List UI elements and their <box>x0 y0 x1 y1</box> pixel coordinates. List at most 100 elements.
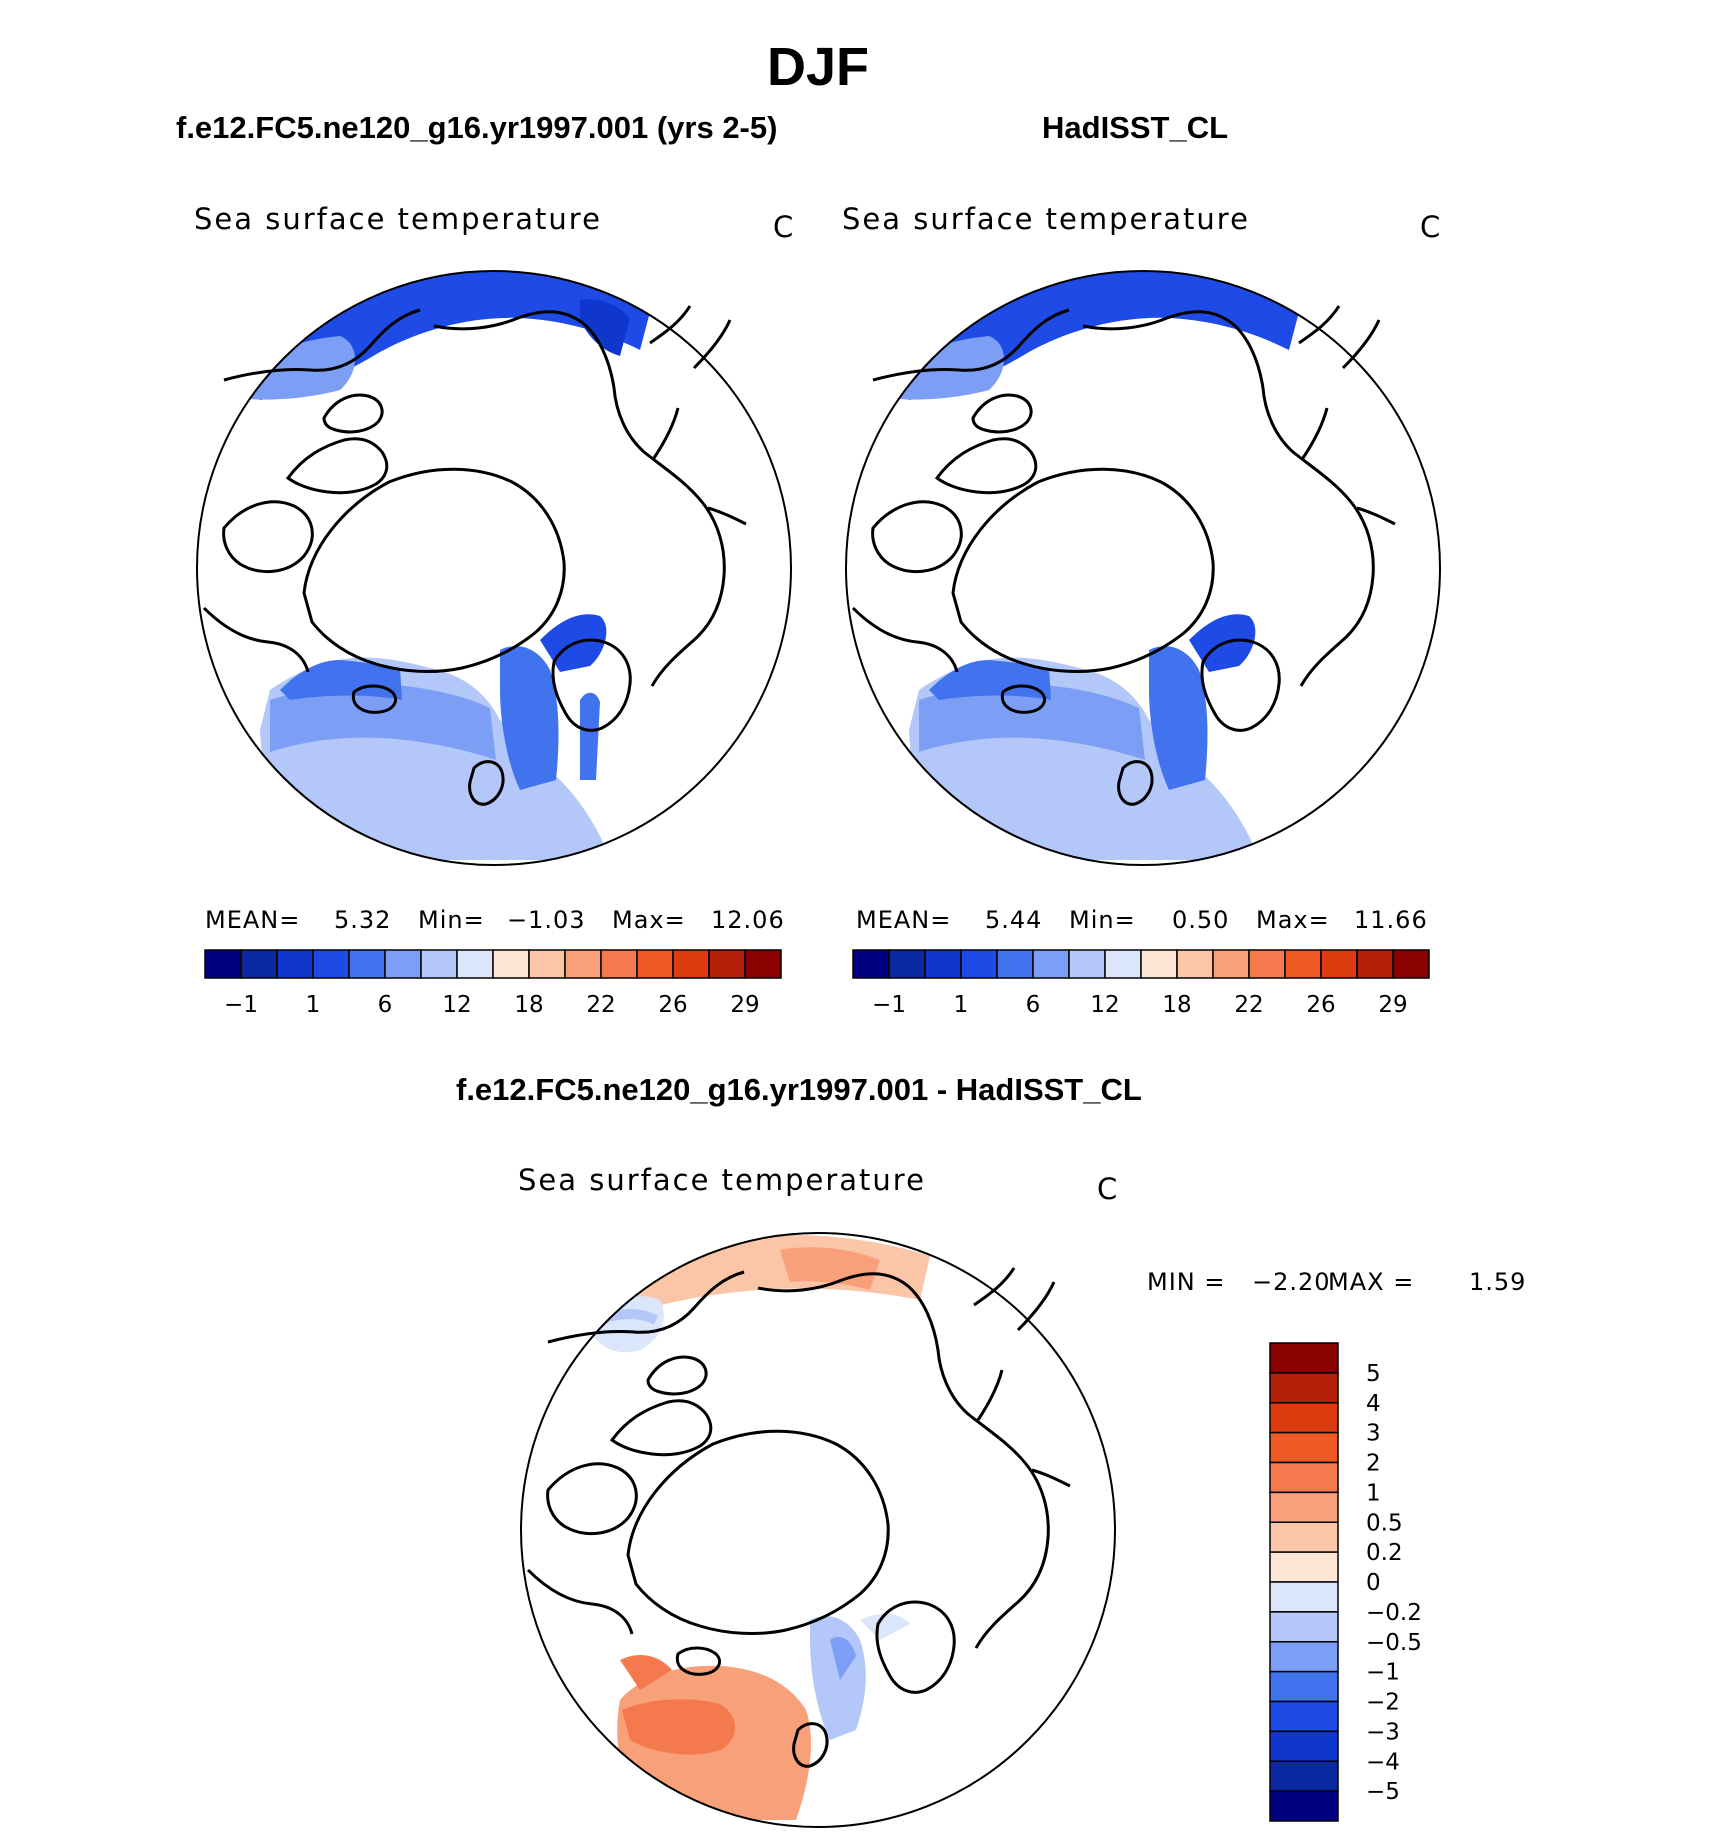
colorbar-swatch <box>672 949 710 979</box>
colorbar-tick-label: 12 <box>1090 992 1119 1018</box>
colorbar-swatch <box>1032 949 1070 979</box>
panel3-max-label: MAX = <box>1328 1268 1415 1296</box>
colorbar-tick-label: −1 <box>224 992 258 1018</box>
colorbar-swatch <box>1212 949 1250 979</box>
colorbar-swatch <box>1392 949 1430 979</box>
colorbar-swatch <box>1269 1521 1339 1553</box>
season-title: DJF <box>766 37 870 97</box>
colorbar-tick-label: −4 <box>1366 1749 1400 1775</box>
colorbar-tick-label: −5 <box>1366 1779 1400 1805</box>
colorbar-swatch <box>1269 1760 1339 1792</box>
colorbar-swatch <box>1269 1431 1339 1464</box>
panel2-map <box>845 270 1441 866</box>
colorbar-swatch <box>1248 949 1286 979</box>
colorbar-tick-label: 0.2 <box>1366 1540 1403 1566</box>
colorbar-tick-label: 3 <box>1366 1421 1381 1447</box>
colorbar-swatch <box>1320 949 1358 979</box>
colorbar-tick-label: 1 <box>306 992 321 1018</box>
panel3-units-label: C <box>1097 1172 1120 1206</box>
panel1-mean-label: MEAN= <box>205 906 301 934</box>
colorbar-tick-label: 22 <box>586 992 615 1018</box>
colorbar-tick-label: 0.5 <box>1366 1510 1403 1536</box>
colorbar-tick-label: 1 <box>954 992 969 1018</box>
colorbar-swatch <box>1269 1342 1339 1374</box>
colorbar-swatch <box>420 949 458 979</box>
colorbar-tick-label: −2 <box>1366 1690 1400 1716</box>
panel1-case-title: f.e12.FC5.ne120_g16.yr1997.001 (yrs 2-5) <box>176 110 778 145</box>
panel2-min-label: Min= <box>1069 906 1136 934</box>
panel2-mean-value: 5.44 <box>985 906 1043 934</box>
panel2-mean-label: MEAN= <box>856 906 952 934</box>
colorbar-swatch <box>1269 1581 1339 1613</box>
panel1-max-label: Max= <box>612 906 686 934</box>
colorbar-swatch <box>1140 949 1178 979</box>
colorbar-swatch <box>1356 949 1394 979</box>
colorbar-swatch <box>1269 1491 1339 1523</box>
colorbar-tick-label: −0.2 <box>1366 1600 1422 1626</box>
colorbar-swatch <box>888 949 926 979</box>
colorbar-swatch <box>1269 1402 1339 1434</box>
panel1-min-label: Min= <box>418 906 485 934</box>
colorbar-swatch <box>1068 949 1106 979</box>
colorbar-tick-label: 5 <box>1366 1361 1381 1387</box>
panel3-case-title: f.e12.FC5.ne120_g16.yr1997.001 - HadISST… <box>456 1072 1142 1107</box>
colorbar-tick-label: −3 <box>1366 1719 1400 1745</box>
colorbar-tick-label: 2 <box>1366 1451 1381 1477</box>
panel2-max-value: 11.66 <box>1354 906 1428 934</box>
colorbar-tick-label: 12 <box>442 992 471 1018</box>
colorbar-tick-label: 29 <box>1378 992 1407 1018</box>
colorbar-tick-label: 6 <box>1026 992 1041 1018</box>
panel3-max-value: 1.59 <box>1469 1268 1527 1296</box>
colorbar-swatch <box>1269 1611 1339 1643</box>
colorbar-tick-label: 26 <box>1306 992 1335 1018</box>
colorbar-swatch <box>708 949 746 979</box>
colorbar-swatch <box>1269 1700 1339 1733</box>
colorbar-swatch <box>456 949 494 979</box>
colorbar-swatch <box>1104 949 1142 979</box>
colorbar-swatch <box>384 949 422 979</box>
colorbar-swatch <box>1269 1670 1339 1703</box>
panel1-colorbar: −1 1 6 12 18 22 26 29 <box>204 949 782 1018</box>
colorbar-swatch <box>1269 1641 1339 1673</box>
panel2-case-title: HadISST_CL <box>1042 110 1229 145</box>
colorbar-swatch <box>996 949 1034 979</box>
panel2-variable-label: Sea surface temperature <box>842 202 1250 236</box>
colorbar-swatch <box>276 949 314 979</box>
colorbar-tick-label: 4 <box>1366 1391 1381 1417</box>
colorbar-swatch <box>924 949 962 979</box>
colorbar-tick-label: 6 <box>378 992 393 1018</box>
panel2-units-label: C <box>1420 210 1443 244</box>
colorbar-swatch <box>744 949 782 979</box>
colorbar-tick-label: 1 <box>1366 1480 1381 1506</box>
panel3-min-label: MIN = <box>1147 1268 1226 1296</box>
colorbar-tick-label: 22 <box>1234 992 1263 1018</box>
colorbar-swatch <box>1284 949 1322 979</box>
panel1-units-label: C <box>773 210 796 244</box>
panel1-min-value: −1.03 <box>507 906 586 934</box>
colorbar-swatch <box>1176 949 1214 979</box>
colorbar-swatch <box>348 949 386 979</box>
colorbar-tick-label: 29 <box>730 992 759 1018</box>
colorbar-tick-label: 26 <box>658 992 687 1018</box>
colorbar-tick-label: −0.5 <box>1366 1630 1422 1656</box>
panel1-max-value: 12.06 <box>711 906 785 934</box>
panel3-map <box>520 1232 1116 1828</box>
colorbar-tick-label: 18 <box>1162 992 1191 1018</box>
panel3-min-value: −2.20 <box>1252 1268 1331 1296</box>
colorbar-tick-label: 18 <box>514 992 543 1018</box>
colorbar-tick-label: −1 <box>872 992 906 1018</box>
colorbar-swatch <box>564 949 602 979</box>
panel1-map <box>196 270 792 866</box>
panel2-colorbar: −1 1 6 12 18 22 26 29 <box>852 949 1430 1018</box>
colorbar-swatch <box>492 949 530 979</box>
colorbar-swatch <box>600 949 638 979</box>
panel2-min-value: 0.50 <box>1172 906 1230 934</box>
colorbar-swatch <box>528 949 566 979</box>
colorbar-swatch <box>1269 1730 1339 1762</box>
colorbar-tick-label: 0 <box>1366 1570 1381 1596</box>
colorbar-tick-label: −1 <box>1366 1660 1400 1686</box>
panel3-variable-label: Sea surface temperature <box>518 1163 926 1197</box>
colorbar-swatch <box>1269 1790 1339 1822</box>
